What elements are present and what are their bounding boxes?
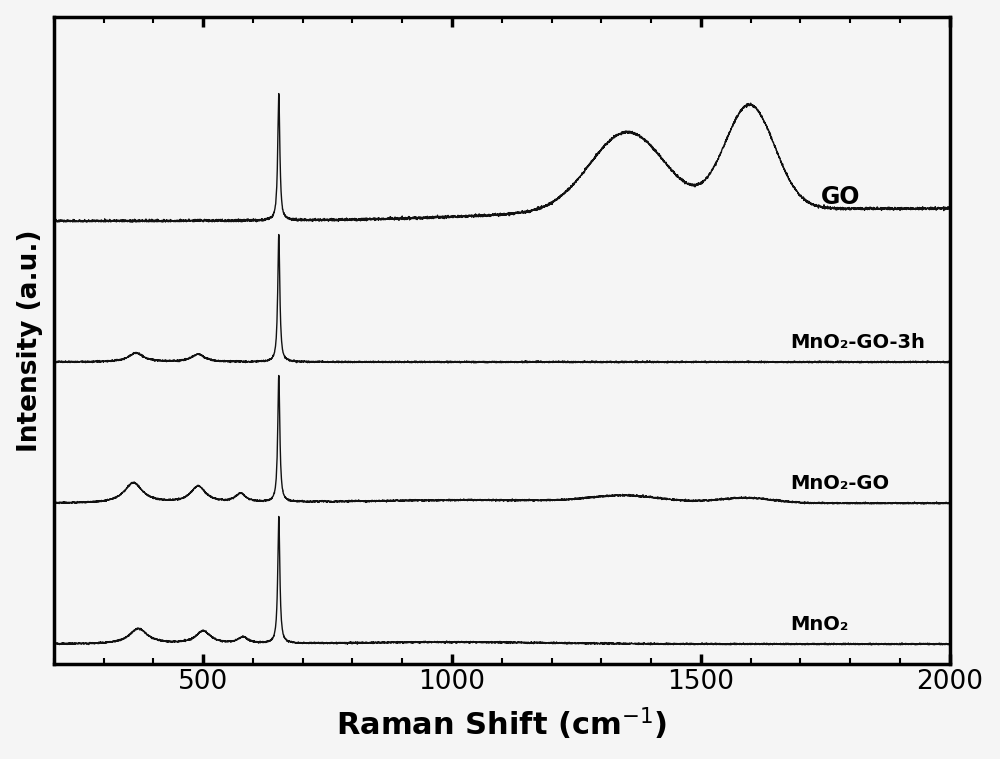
- Text: MnO₂-GO: MnO₂-GO: [791, 474, 890, 493]
- Text: MnO₂-GO-3h: MnO₂-GO-3h: [791, 333, 925, 352]
- Text: MnO₂: MnO₂: [791, 616, 849, 635]
- Y-axis label: Intensity (a.u.): Intensity (a.u.): [17, 229, 43, 452]
- X-axis label: Raman Shift (cm$^{-1}$): Raman Shift (cm$^{-1}$): [336, 706, 667, 742]
- Text: GO: GO: [820, 185, 860, 209]
